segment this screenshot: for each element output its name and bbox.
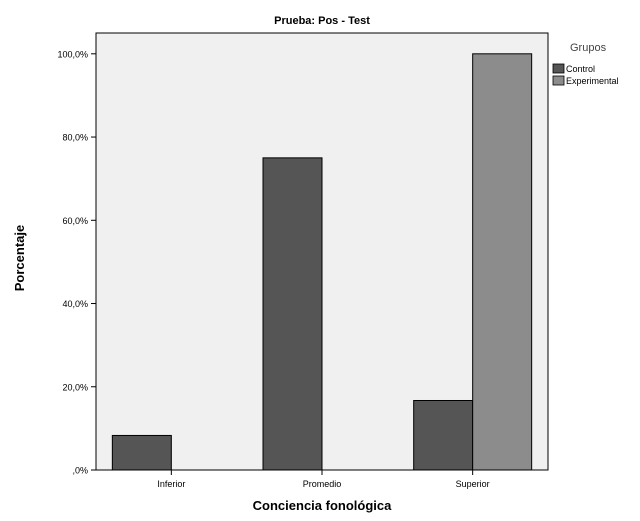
- y-tick-label: 40,0%: [62, 299, 88, 309]
- bars: [111, 53, 533, 471]
- legend-swatch-experimental: [552, 75, 565, 86]
- x-axis-label: Conciencia fonológica: [253, 498, 392, 513]
- x-tick-label: Superior: [456, 479, 490, 489]
- x-tick-label: Promedio: [303, 479, 342, 489]
- bar-control-superior: [413, 399, 474, 471]
- y-tick-label: 100,0%: [57, 49, 88, 59]
- y-axis: ,0% 20,0% 40,0% 60,0% 80,0% 100,0%: [57, 49, 96, 476]
- legend-label-experimental: Experimental: [566, 76, 619, 86]
- legend: Grupos Control Experimental: [552, 42, 619, 86]
- y-tick-label: 60,0%: [62, 216, 88, 226]
- legend-label-control: Control: [566, 64, 595, 74]
- bar-control-inferior: [111, 434, 172, 471]
- y-tick-label: 20,0%: [62, 382, 88, 392]
- y-axis-label: Porcentaje: [12, 225, 27, 291]
- x-tick-label: Inferior: [157, 479, 185, 489]
- bar-experimental-superior: [472, 53, 533, 471]
- legend-swatch-control: [552, 63, 565, 74]
- y-tick-label: ,0%: [72, 466, 88, 476]
- x-axis: Inferior Promedio Superior: [157, 470, 490, 489]
- bar-control-promedio: [262, 157, 323, 471]
- y-tick-label: 80,0%: [62, 133, 88, 143]
- legend-title: Grupos: [570, 42, 607, 54]
- chart-title: Prueba: Pos - Test: [274, 15, 370, 27]
